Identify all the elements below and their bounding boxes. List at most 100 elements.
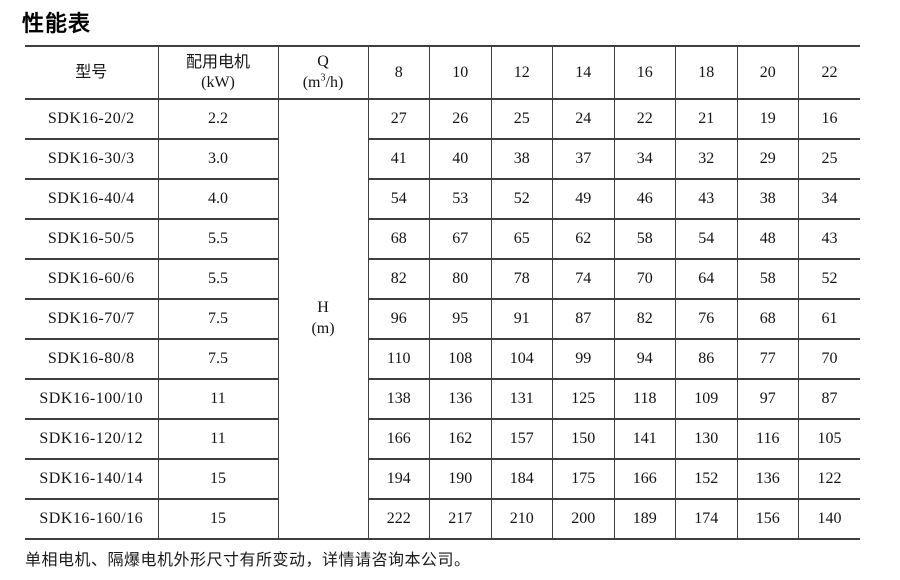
head-value-cell: 166 <box>613 458 676 500</box>
model-cell: SDK16-160/16 <box>25 498 159 540</box>
head-value-cell: 68 <box>367 218 430 260</box>
head-value-cell: 77 <box>736 338 799 380</box>
head-value-cell: 19 <box>736 98 799 140</box>
head-value-cell: 58 <box>736 258 799 300</box>
col-header-q-22: 22 <box>798 45 860 100</box>
head-value-cell: 65 <box>490 218 553 260</box>
model-cell: SDK16-40/4 <box>25 178 159 220</box>
col-header-q-10: 10 <box>429 45 492 100</box>
head-value-cell: 68 <box>736 298 799 340</box>
head-value-cell: 94 <box>613 338 676 380</box>
kw-cell: 11 <box>157 378 279 420</box>
kw-cell: 15 <box>157 458 279 500</box>
head-value-cell: 61 <box>798 298 860 340</box>
head-value-cell: 38 <box>736 178 799 220</box>
head-value-cell: 174 <box>675 498 738 540</box>
table-row: SDK16-80/8 7.5 110 108 104 99 94 86 77 70 <box>25 338 860 380</box>
head-value-cell: 136 <box>429 378 492 420</box>
head-value-cell: 38 <box>490 138 553 180</box>
footnote: 单相电机、隔爆电机外形尺寸有所变动，详情请咨询本公司。 <box>25 552 471 569</box>
head-value-cell: 80 <box>429 258 492 300</box>
head-value-cell: 97 <box>736 378 799 420</box>
head-value-cell: 122 <box>798 458 860 500</box>
head-value-cell: 52 <box>798 258 860 300</box>
head-value-cell: 138 <box>367 378 430 420</box>
head-value-cell: 62 <box>552 218 615 260</box>
head-value-cell: 21 <box>675 98 738 140</box>
head-value-cell: 200 <box>552 498 615 540</box>
head-value-cell: 105 <box>798 418 860 460</box>
table-row: SDK16-140/14 15 194 190 184 175 166 152 136 122 <box>25 458 860 500</box>
head-value-cell: 34 <box>798 178 860 220</box>
head-value-cell: 194 <box>367 458 430 500</box>
h-label-line2: (m) <box>311 320 335 337</box>
head-value-cell: 49 <box>552 178 615 220</box>
head-value-cell: 96 <box>367 298 430 340</box>
kw-cell: 5.5 <box>157 258 279 300</box>
kw-cell: 11 <box>157 418 279 460</box>
head-value-cell: 70 <box>798 338 860 380</box>
head-value-cell: 76 <box>675 298 738 340</box>
head-value-cell: 37 <box>552 138 615 180</box>
head-value-cell: 26 <box>429 98 492 140</box>
head-value-cell: 22 <box>613 98 676 140</box>
table-row: SDK16-100/10 11 138 136 131 125 118 109 97 87 <box>25 378 860 420</box>
head-value-cell: 48 <box>736 218 799 260</box>
head-value-cell: 104 <box>490 338 553 380</box>
col-header-model: 型号 <box>25 45 159 100</box>
head-value-cell: 25 <box>490 98 553 140</box>
head-value-cell: 29 <box>736 138 799 180</box>
head-value-cell: 140 <box>798 498 860 540</box>
head-value-cell: 125 <box>552 378 615 420</box>
h-label-line1: H <box>317 299 329 317</box>
head-value-cell: 131 <box>490 378 553 420</box>
head-value-cell: 175 <box>552 458 615 500</box>
head-value-cell: 210 <box>490 498 553 540</box>
motor-label-line1: 配用电机 <box>185 53 250 71</box>
head-value-cell: 190 <box>429 458 492 500</box>
head-value-cell: 32 <box>675 138 738 180</box>
head-value-cell: 141 <box>613 418 676 460</box>
head-value-cell: 43 <box>675 178 738 220</box>
table-row: SDK16-120/12 11 166 162 157 150 141 130 116 105 <box>25 418 860 460</box>
q-unit: (m3/h) <box>302 72 344 91</box>
head-value-cell: 166 <box>367 418 430 460</box>
head-value-cell: 157 <box>490 418 553 460</box>
col-header-q-12: 12 <box>490 45 553 100</box>
performance-table: 型号 配用电机 (kW) Q (m3/h) 8 10 12 14 16 18 2… <box>25 45 860 540</box>
head-value-cell: 58 <box>613 218 676 260</box>
head-value-cell: 217 <box>429 498 492 540</box>
head-value-cell: 70 <box>613 258 676 300</box>
model-cell: SDK16-80/8 <box>25 338 159 380</box>
head-value-cell: 156 <box>736 498 799 540</box>
model-cell: SDK16-100/10 <box>25 378 159 420</box>
head-value-cell: 86 <box>675 338 738 380</box>
head-value-cell: 99 <box>552 338 615 380</box>
head-value-cell: 74 <box>552 258 615 300</box>
kw-cell: 7.5 <box>157 298 279 340</box>
model-cell: SDK16-120/12 <box>25 418 159 460</box>
kw-cell: 7.5 <box>157 338 279 380</box>
col-header-q-18: 18 <box>675 45 738 100</box>
model-cell: SDK16-140/14 <box>25 458 159 500</box>
table-row: SDK16-70/7 7.5 96 95 91 87 82 76 68 61 <box>25 298 860 340</box>
head-value-cell: 184 <box>490 458 553 500</box>
head-value-cell: 25 <box>798 138 860 180</box>
col-header-q-14: 14 <box>552 45 615 100</box>
model-cell: SDK16-60/6 <box>25 258 159 300</box>
head-value-cell: 116 <box>736 418 799 460</box>
q-label: Q <box>317 53 329 71</box>
head-value-cell: 87 <box>798 378 860 420</box>
head-value-cell: 16 <box>798 98 860 140</box>
motor-label-line2: (kW) <box>201 73 235 91</box>
head-value-cell: 87 <box>552 298 615 340</box>
model-cell: SDK16-70/7 <box>25 298 159 340</box>
head-value-cell: 67 <box>429 218 492 260</box>
table-row: SDK16-60/6 5.5 82 80 78 74 70 64 58 52 <box>25 258 860 300</box>
kw-cell: 3.0 <box>157 138 279 180</box>
head-value-cell: 130 <box>675 418 738 460</box>
head-value-cell: 108 <box>429 338 492 380</box>
head-value-cell: 52 <box>490 178 553 220</box>
table-row: SDK16-20/2 2.2 H (m) 27 26 25 24 22 21 19 16 <box>25 98 860 540</box>
